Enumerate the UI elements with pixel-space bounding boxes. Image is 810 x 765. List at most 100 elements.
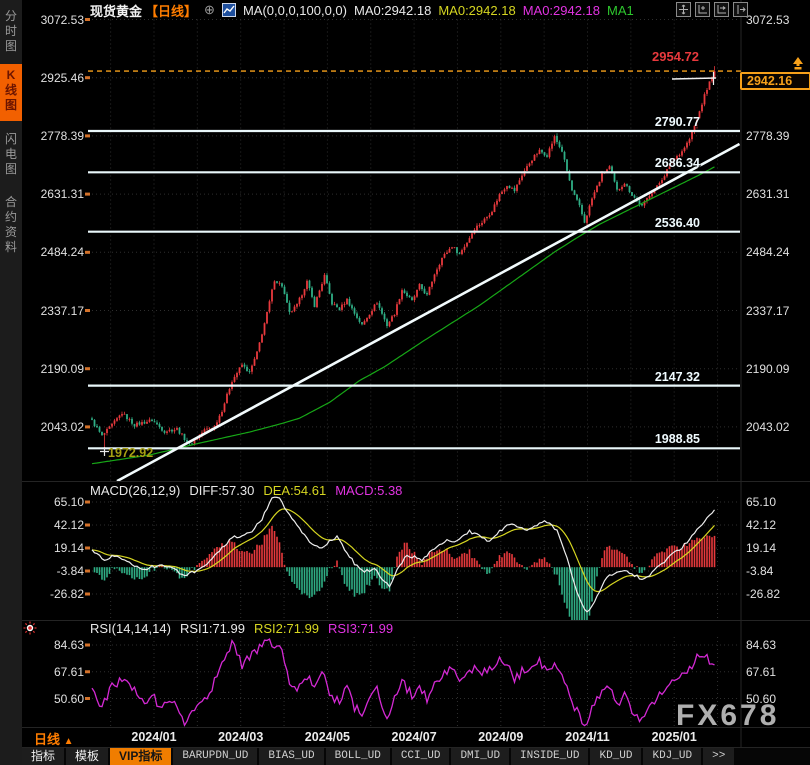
sidebar-tab-1[interactable]: 分 时 图 — [4, 9, 17, 53]
ma0-value-white: MA0:2942.18 — [354, 2, 432, 18]
price-axis-label: 3072.53 — [746, 12, 790, 27]
toolbar-item-[interactable]: 模板 — [66, 748, 109, 765]
pane-separator — [22, 481, 810, 482]
pan-right-icon[interactable] — [733, 2, 748, 17]
level-label: 2536.40 — [654, 215, 700, 230]
rsi-title: RSI(14,14,14) — [90, 621, 171, 636]
date-axis-label: 2024/11 — [565, 730, 610, 744]
sidebar-tab-2[interactable]: K 线 图 — [0, 64, 22, 121]
macd-axis-label: 42.12 — [746, 518, 777, 532]
price-axis-label: 2925.46 — [40, 70, 84, 85]
date-axis-label: 2024/01 — [131, 730, 177, 744]
alert-sun-icon[interactable] — [23, 621, 37, 640]
level-label: 2686.34 — [654, 156, 700, 171]
level-label: 2147.32 — [654, 369, 700, 384]
symbol-name: 现货黄金 — [90, 3, 143, 19]
date-axis-label: 2025/01 — [651, 730, 697, 744]
macd-axis-label: 42.12 — [53, 518, 84, 532]
macd-axis-label: -26.82 — [746, 586, 781, 601]
left-sidebar: 分 时 图 K 线 图闪 电 图合 约 资 料 — [0, 0, 22, 765]
chart-tool-icons — [676, 2, 748, 17]
rsi-axis-label: 67.61 — [53, 664, 84, 679]
sidebar-tab-3[interactable]: 闪 电 图 — [4, 132, 17, 176]
toolbar-item-boll_ud[interactable]: BOLL_UD — [325, 748, 390, 765]
ma0-value-yellow: MA0:2942.18 — [438, 2, 516, 18]
macd-axis-label: -3.84 — [56, 563, 84, 578]
macd-axis-label: 19.14 — [746, 541, 777, 555]
macd-dea-line — [91, 508, 715, 593]
ma1-label: MA1 — [607, 2, 634, 18]
macd-axis-label: -3.84 — [746, 563, 774, 578]
pane-separator — [22, 747, 810, 748]
period-tag: 【日线】 — [145, 3, 198, 19]
ma-params: MA(0,0,0,100,0,0) — [242, 2, 347, 18]
trend-line — [116, 142, 741, 483]
high-price-label: 2954.72 — [652, 49, 699, 64]
price-axis-label: 2484.24 — [746, 245, 790, 260]
macd-diff-value: DIFF:57.30 — [189, 483, 255, 498]
add-indicator-icon[interactable]: ⊕ — [204, 2, 215, 17]
period-label: 日线 — [34, 732, 61, 747]
price-axis-label: 2778.39 — [40, 128, 84, 143]
rsi1-value: RSI1:71.99 — [179, 621, 245, 636]
toolbar-item-vip[interactable]: VIP指标 — [110, 748, 172, 765]
macd-dea-value: DEA:54.61 — [263, 483, 327, 498]
sidebar-tab-4[interactable]: 合 约 资 料 — [4, 195, 17, 254]
toolbar-item-[interactable]: >> — [703, 748, 735, 765]
zoom-out-axis-icon[interactable] — [714, 2, 729, 17]
price-axis-label: 2043.02 — [746, 419, 790, 434]
date-axis-label: 2024/05 — [304, 730, 350, 744]
macd-axis-label: 65.10 — [746, 495, 777, 509]
price-axis-label: 2043.02 — [40, 419, 84, 434]
ma100-line — [91, 166, 715, 465]
rsi-pane-header: RSI(14,14,14) RSI1:71.99 RSI2:71.99 RSI3… — [90, 621, 393, 636]
rsi-axis-label: 50.60 — [53, 691, 84, 706]
zoom-in-axis-icon[interactable] — [695, 2, 710, 17]
chevron-up-icon: ▲ — [63, 736, 74, 747]
toolbar-item-kd_ud[interactable]: KD_UD — [590, 748, 642, 765]
price-axis-label: 2484.24 — [40, 245, 84, 260]
rsi-axis-label: 84.63 — [53, 638, 84, 652]
candlestick-layer — [91, 66, 716, 455]
price-axis-label: 2190.09 — [40, 361, 84, 376]
chart-header: 现货黄金 【日线】 ⊕ MA(0,0,0,100,0,0) MA0:2942.1… — [90, 2, 634, 19]
macd-axis-label: 19.14 — [53, 541, 84, 555]
ma0-value-magenta: MA0:2942.18 — [522, 2, 601, 18]
indicator-toolbar: 指标 模板 VIP指标 BARUPDN_UD BIAS_UD BOLL_UD CCI_UD D… — [22, 748, 810, 765]
level-label: 2790.77 — [654, 115, 700, 129]
rsi-line — [91, 638, 715, 727]
macd-diff-line — [91, 496, 715, 613]
pane-separator — [22, 620, 810, 621]
price-axis-label: 2337.17 — [746, 303, 790, 318]
price-axis-label: 2337.17 — [40, 303, 84, 318]
price-flag-icon — [790, 56, 806, 77]
indicator-chart-icon[interactable] — [221, 3, 236, 17]
toolbar-item-[interactable]: 指标 — [22, 748, 65, 765]
macd-histogram — [93, 525, 716, 620]
rsi-axis-label: 50.60 — [746, 691, 777, 706]
price-axis-label: 2778.39 — [746, 128, 790, 143]
watermark: FX678 — [676, 699, 780, 732]
low-price-label: 1972.92 — [108, 446, 154, 460]
macd-axis-label: -26.82 — [49, 586, 84, 601]
rsi-axis-label: 67.61 — [746, 664, 777, 679]
toolbar-item-dmi_ud[interactable]: DMI_UD — [451, 748, 510, 765]
toolbar-item-kdj_ud[interactable]: KDJ_UD — [643, 748, 702, 765]
current-price-box: 2942.16 — [740, 72, 810, 90]
price-axis-label: 2631.31 — [40, 187, 84, 202]
macd-axis-label: 65.10 — [53, 495, 84, 509]
toolbar-item-barupdn_ud[interactable]: BARUPDN_UD — [173, 748, 258, 765]
crosshair-move-icon[interactable] — [676, 2, 691, 17]
rsi2-value: RSI2:71.99 — [253, 621, 320, 636]
price-axis-label: 3072.53 — [40, 12, 84, 27]
period-selector[interactable]: 日线 ▲ — [34, 729, 74, 748]
toolbar-item-bias_ud[interactable]: BIAS_UD — [259, 748, 324, 765]
pane-separator — [22, 727, 810, 728]
macd-title: MACD(26,12,9) — [90, 483, 181, 498]
macd-pane-header: MACD(26,12,9) DIFF:57.30 DEA:54.61 MACD:… — [90, 483, 402, 498]
toolbar-item-cci_ud[interactable]: CCI_UD — [391, 748, 450, 765]
price-axis-label: 2190.09 — [746, 361, 790, 376]
toolbar-item-inside_ud[interactable]: INSIDE_UD — [511, 748, 589, 765]
